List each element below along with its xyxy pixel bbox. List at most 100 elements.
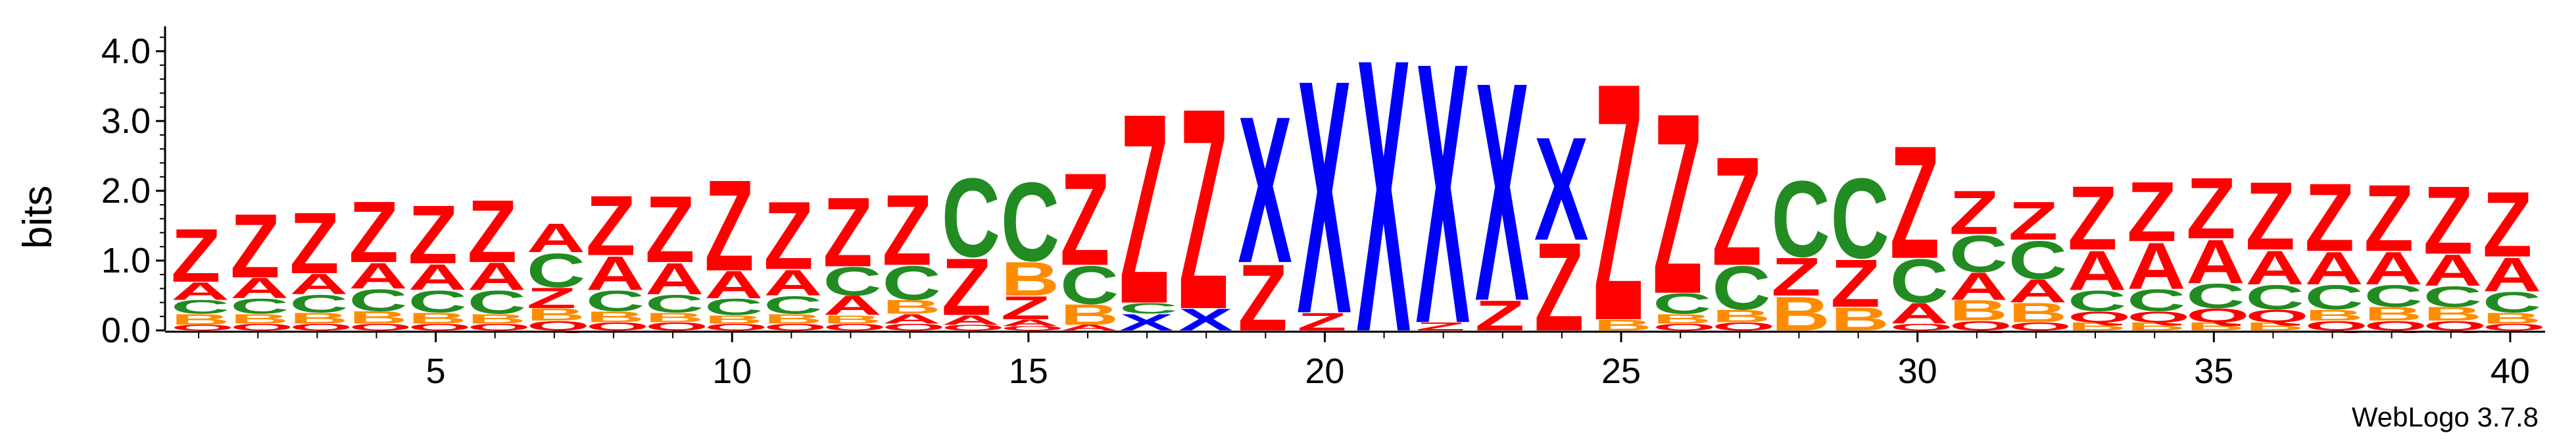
x-tick-label: 20	[1305, 351, 1344, 391]
logo-glyph-x: X	[1416, 0, 1470, 401]
logo-glyph-z: Z	[2008, 191, 2058, 251]
logo-glyph-z: Z	[408, 188, 458, 282]
logo-glyph-c: C	[2186, 277, 2245, 316]
logo-glyph-z: Z	[1593, 13, 1643, 392]
logo-glyph-a: A	[2483, 247, 2541, 301]
logo-glyph-q: Q	[349, 322, 412, 333]
logo-glyph-q: Q	[942, 323, 1005, 332]
logo-glyph-c: C	[1771, 158, 1830, 279]
logo-glyph-z: Z	[2245, 162, 2295, 271]
logo-glyph-c: C	[527, 244, 585, 297]
logo-glyph-q: Q	[171, 323, 234, 332]
logo-glyph-a: A	[2364, 243, 2423, 295]
logo-glyph-c: C	[289, 290, 348, 318]
y-tick-label: 0.0	[101, 311, 151, 350]
logo-glyph-a: A	[2068, 239, 2126, 302]
logo-glyph-c: C	[1653, 288, 1711, 320]
logo-glyph-c: C	[2245, 278, 2304, 317]
logo-glyph-b: B	[349, 307, 407, 327]
logo-glyph-q: Q	[2127, 308, 2190, 325]
logo-glyph-x: X	[1475, 18, 1530, 367]
logo-glyph-c: C	[349, 283, 407, 318]
logo-glyph-q: Q	[586, 320, 649, 333]
logo-glyph-x: X	[1238, 74, 1292, 307]
logo-glyph-q: Q	[823, 322, 886, 333]
logo-glyph-z: Z	[2068, 167, 2118, 269]
logo-glyph-c: C	[2423, 280, 2482, 313]
x-tick-label: 30	[1898, 351, 1937, 391]
logo-glyph-q: Q	[2068, 308, 2131, 325]
logo-glyph-z: Z	[704, 153, 754, 297]
logo-glyph-z: Z	[171, 214, 221, 298]
logo-glyph-q: Q	[2305, 318, 2368, 333]
logo-glyph-c: C	[1712, 253, 1770, 323]
logo-glyph-q: Q	[1001, 325, 1064, 332]
logo-glyph-q: Q	[2423, 318, 2487, 333]
logo-glyph-q: Q	[2483, 322, 2546, 333]
y-tick-label: 4.0	[101, 32, 151, 71]
logo-glyph-b: B	[883, 296, 941, 318]
logo-glyph-a: A	[883, 311, 941, 326]
logo-glyph-z: Z	[764, 181, 814, 290]
logo-glyph-b: B	[171, 311, 230, 328]
logo-glyph-x: X	[1357, 0, 1411, 413]
logo-glyph-c: C	[2068, 284, 2126, 317]
logo-glyph-z: Z	[1771, 247, 1821, 307]
logo-glyph-a: A	[468, 255, 526, 298]
logo-glyph-q: Q	[645, 320, 708, 333]
logo-glyph-b: B	[527, 305, 585, 324]
logo-glyph-z: Z	[1949, 178, 1999, 247]
logo-glyph-z: Z	[1060, 146, 1110, 294]
logo-glyph-b: B	[1949, 294, 2008, 326]
logo-glyph-z: Z	[2127, 164, 2177, 259]
logo-glyph-b: B	[1712, 306, 1770, 326]
logo-glyph-z: Z	[1001, 290, 1051, 326]
logo-glyph-b: B	[2364, 303, 2423, 325]
logo-glyph-a: A	[1060, 323, 1119, 332]
x-tick-label: 25	[1601, 351, 1641, 391]
logo-glyph-c: C	[704, 294, 763, 320]
logo-glyph-z: Z	[1238, 245, 1288, 351]
logo-glyph-b: B	[2068, 320, 2126, 333]
logo-glyph-a: A	[1949, 265, 2008, 308]
logo-glyph-a: A	[289, 268, 348, 300]
logo-glyph-b: B	[645, 310, 704, 325]
logo-glyph-q: Q	[883, 322, 946, 333]
logo-glyph-b: B	[408, 309, 467, 326]
logo-glyph-z: Z	[823, 177, 873, 288]
logo-glyph-a: A	[2127, 229, 2185, 303]
logo-glyph-q: Q	[2008, 320, 2072, 333]
logo-glyph-q: Q	[527, 318, 590, 333]
logo-glyph-c: C	[171, 296, 230, 318]
chart-axes: 0.0 1.0 2.0 3.0 4.0 5 10 15 20 25 30 35 40	[101, 26, 2545, 391]
x-tick-label: 35	[2194, 351, 2233, 391]
logo-glyph-a: A	[2423, 246, 2482, 296]
logo-glyph-c: C	[1890, 247, 1949, 316]
logo-glyph-b: B	[823, 313, 881, 326]
logo-glyph-q: Q	[468, 322, 531, 333]
logo-glyph-c: C	[645, 290, 704, 318]
logo-glyph-b: B	[2305, 307, 2364, 324]
logo-glyph-z: Z	[1831, 246, 1881, 322]
logo-glyph-z: Z	[349, 184, 399, 281]
logo-glyph-q: Q	[408, 322, 472, 333]
logo-glyph-z: Z	[2483, 173, 2533, 277]
logo-glyph-c: C	[1060, 255, 1119, 316]
weblogo-credit: WebLogo 3.7.8	[2352, 401, 2539, 432]
logo-glyph-a: A	[2186, 227, 2245, 296]
logo-glyph-c: C	[468, 284, 526, 321]
logo-glyph-b: B	[2008, 297, 2067, 328]
logo-glyph-z: Z	[527, 282, 577, 314]
logo-glyph-c: C	[764, 291, 822, 319]
logo-glyph-z: Z	[1119, 57, 1169, 361]
logo-glyph-c: C	[230, 295, 289, 319]
logo-glyph-c: C	[586, 284, 644, 317]
x-tick-label: 15	[1009, 351, 1048, 391]
logo-glyph-c: C	[942, 155, 1000, 280]
logo-glyph-z: Z	[942, 242, 992, 333]
y-axis-label: bits	[15, 186, 61, 249]
logo-glyph-z: Z	[645, 176, 695, 282]
logo-glyph-b: B	[586, 308, 644, 325]
logo-glyph-z: Z	[1890, 113, 1940, 293]
